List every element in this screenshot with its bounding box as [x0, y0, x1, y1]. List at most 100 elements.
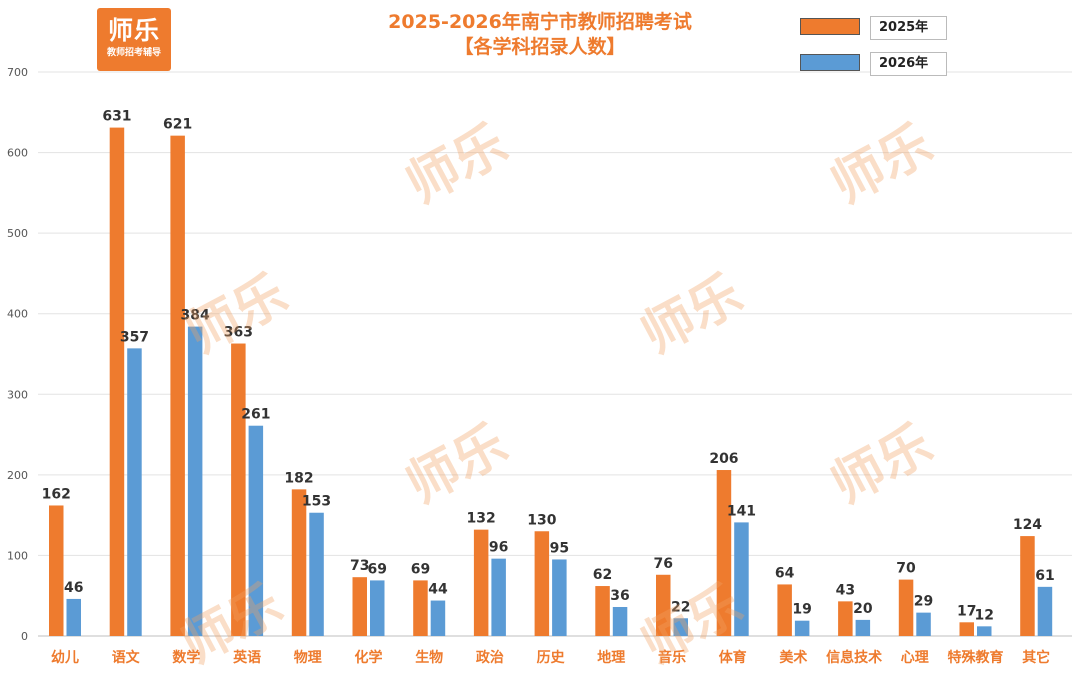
chart-title: 2025-2026年南宁市教师招聘考试	[388, 11, 692, 33]
data-label: 95	[550, 540, 569, 556]
y-tick-label: 0	[21, 630, 28, 643]
legend-swatch-2026	[800, 54, 860, 71]
data-label: 261	[241, 407, 270, 423]
data-label: 29	[914, 594, 933, 610]
bar-2025-音乐	[656, 574, 671, 636]
bar-2026-英语	[248, 425, 264, 636]
x-tick-label: 英语	[232, 649, 261, 666]
data-label: 206	[709, 451, 738, 467]
bar-2026-幼儿	[66, 598, 81, 636]
x-tick-label: 政治	[476, 649, 504, 666]
data-label: 357	[120, 329, 149, 345]
x-tick-label: 其它	[1022, 649, 1050, 666]
bar-2026-政治	[491, 558, 506, 636]
bar-2025-化学	[352, 577, 367, 636]
bar-2025-其它	[1020, 536, 1035, 636]
data-label: 19	[792, 602, 811, 618]
bar-2026-其它	[1037, 586, 1053, 636]
data-label: 12	[975, 607, 994, 623]
bar-2025-数学	[170, 135, 185, 636]
logo-main-text: 师乐	[107, 16, 160, 45]
x-tick-label: 信息技术	[826, 649, 882, 666]
bar-2025-英语	[231, 343, 246, 636]
bar-2025-语文	[109, 127, 125, 636]
y-tick-label: 300	[7, 388, 28, 401]
data-label: 621	[163, 117, 192, 133]
data-label: 124	[1013, 517, 1042, 533]
data-label: 69	[411, 561, 430, 577]
bar-2025-信息技术	[838, 601, 853, 636]
data-label: 62	[593, 567, 612, 583]
watermark: 师乐	[397, 414, 517, 516]
watermark: 师乐	[397, 114, 517, 216]
data-label: 17	[957, 603, 976, 619]
y-tick-label: 100	[7, 549, 28, 562]
bar-2025-美术	[777, 584, 792, 636]
data-label: 64	[775, 565, 795, 581]
x-tick-label: 体育	[719, 649, 747, 666]
x-tick-label: 特殊教育	[948, 649, 1004, 666]
y-tick-label: 500	[7, 227, 28, 240]
watermark: 师乐	[822, 414, 942, 516]
bar-2025-心理	[898, 579, 914, 636]
x-tick-label: 美术	[779, 649, 807, 666]
data-label: 70	[896, 561, 916, 577]
data-label: 141	[727, 503, 756, 519]
bar-2026-地理	[612, 606, 628, 636]
data-label: 384	[181, 308, 210, 324]
x-tick-label: 语文	[112, 649, 141, 666]
x-tick-label: 音乐	[658, 649, 686, 666]
data-label: 631	[102, 109, 131, 125]
y-tick-label: 200	[7, 469, 28, 482]
bar-2025-物理	[291, 489, 307, 636]
data-label: 153	[302, 494, 331, 510]
bar-2025-地理	[595, 586, 610, 636]
bar-2025-历史	[534, 531, 550, 636]
bar-2025-生物	[413, 580, 428, 636]
watermark: 师乐	[632, 264, 752, 366]
data-label: 36	[610, 588, 629, 604]
data-label: 132	[467, 511, 496, 527]
y-axis: 0 100 200 300 400 500 600 700	[7, 66, 28, 643]
bar-2026-历史	[552, 559, 567, 636]
data-label: 20	[853, 601, 873, 617]
data-label: 61	[1035, 568, 1054, 584]
data-label: 130	[527, 512, 556, 528]
x-tick-label: 历史	[537, 650, 566, 666]
bar-2026-特殊教育	[977, 626, 992, 636]
bar-2026-数学	[187, 326, 203, 636]
gridlines	[38, 71, 1072, 637]
x-tick-label: 化学	[355, 649, 383, 666]
legend-swatch-2025	[800, 18, 860, 35]
bar-2026-语文	[127, 348, 142, 636]
data-label: 162	[42, 486, 71, 502]
legend-label-2026: 2026年	[870, 52, 947, 76]
bar-2026-美术	[794, 620, 810, 636]
bar-2026-物理	[309, 512, 324, 636]
data-label: 182	[284, 470, 313, 486]
bar-2026-信息技术	[855, 619, 871, 636]
x-tick-label: 心理	[901, 650, 929, 666]
y-tick-label: 400	[7, 308, 28, 321]
bar-2025-政治	[473, 529, 489, 636]
bar-2025-特殊教育	[959, 622, 974, 636]
bar-2026-化学	[370, 580, 385, 636]
x-tick-label: 生物	[415, 649, 443, 666]
data-label: 96	[489, 540, 508, 556]
bars	[49, 127, 1053, 636]
data-label: 44	[428, 582, 448, 598]
bar-2026-体育	[734, 522, 749, 636]
bar-2025-体育	[716, 470, 732, 636]
data-label: 73	[350, 558, 369, 574]
data-label: 76	[654, 556, 673, 572]
y-tick-label: 700	[7, 66, 28, 79]
chart-subtitle: 【各学科招录人数】	[454, 36, 626, 58]
bar-2026-音乐	[673, 618, 688, 636]
data-label: 69	[368, 561, 387, 577]
watermark: 师乐	[822, 114, 942, 216]
data-label: 363	[224, 325, 253, 341]
bar-2025-幼儿	[49, 505, 64, 636]
data-label: 46	[64, 580, 83, 596]
